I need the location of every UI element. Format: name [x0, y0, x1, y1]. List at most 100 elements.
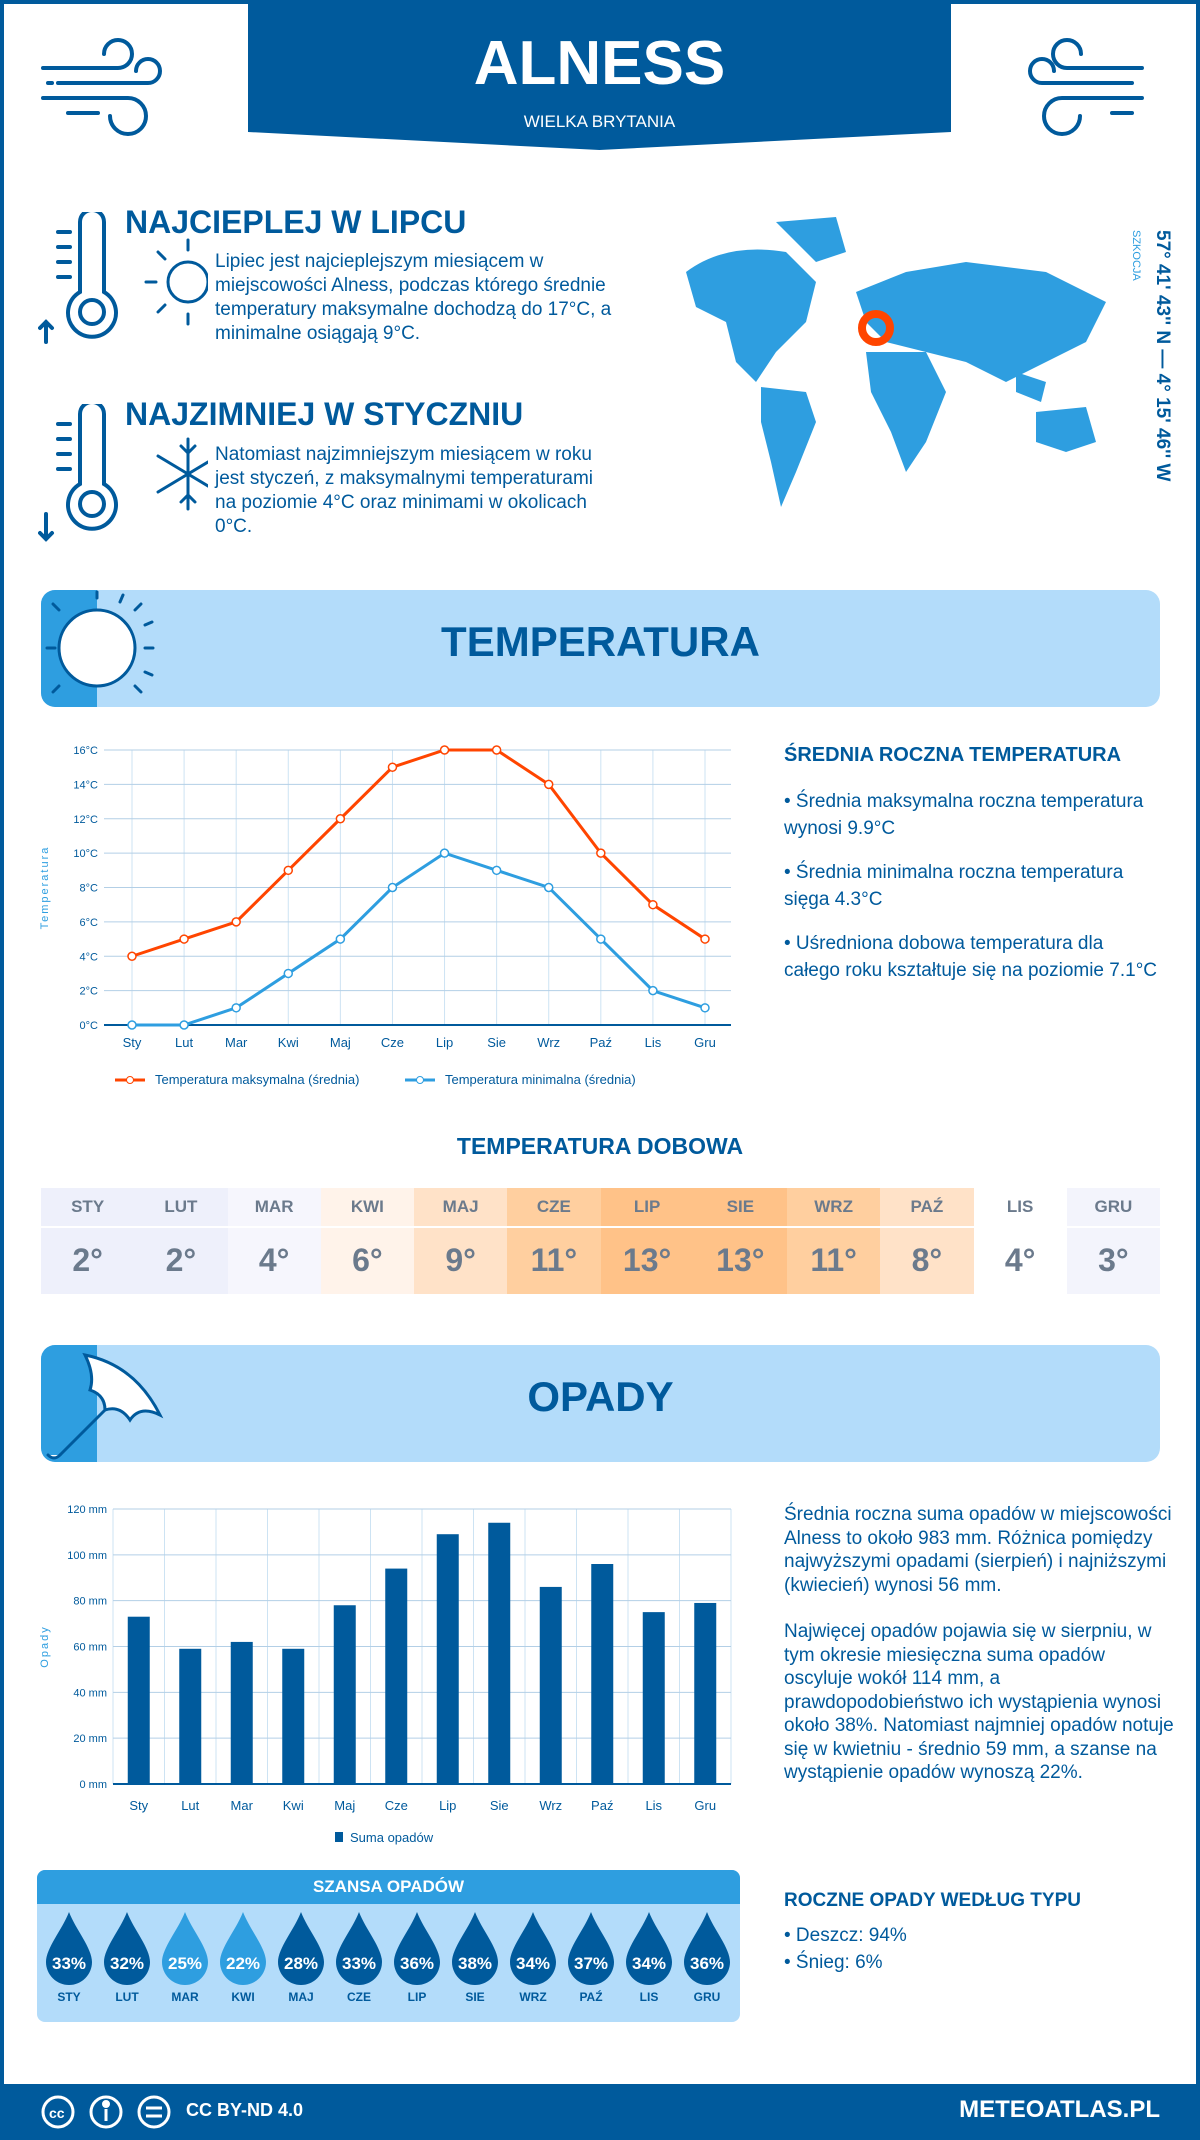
- raindrop-icon: [510, 1912, 556, 1985]
- x-tick-label: Gru: [694, 1798, 716, 1813]
- y-tick-label: 100 mm: [67, 1550, 107, 1562]
- month-label: WRZ: [519, 1990, 547, 2004]
- data-point: [439, 745, 450, 755]
- month-label: MAJ: [288, 1990, 314, 2004]
- month-label: STY: [71, 1197, 105, 1216]
- y-tick-label: 40 mm: [73, 1687, 107, 1699]
- y-tick-label: 120 mm: [67, 1504, 107, 1516]
- month-label: GRU: [1094, 1197, 1133, 1216]
- daily-temp-cell: LIP 13°: [600, 1188, 694, 1294]
- precip-chance-drop: 22% KWI: [214, 1910, 272, 2010]
- month-label: SIE: [726, 1197, 755, 1216]
- y-tick-label: 6°C: [80, 917, 99, 929]
- x-tick-label: Lis: [645, 1798, 662, 1813]
- temp-bullet-avg: • Uśredniona dobowa temperatura dla całe…: [784, 933, 1158, 981]
- data-point: [283, 968, 294, 979]
- bar: [385, 1568, 408, 1784]
- data-point: [127, 1020, 137, 1030]
- bar: [127, 1616, 150, 1784]
- month-label: SIE: [465, 1990, 485, 2004]
- precip-types-title: ROCZNE OPADY WEDŁUG TYPU: [784, 1890, 1081, 1911]
- city-title: ALNESS: [473, 29, 726, 98]
- y-tick-label: 14°C: [73, 779, 98, 791]
- data-point: [491, 745, 502, 755]
- legend-marker: [416, 1076, 424, 1084]
- bar: [436, 1534, 459, 1784]
- chance-value: 36%: [399, 1954, 435, 1973]
- warmest-text: Lipiec jest najcieplejszym miesiącem w m…: [215, 251, 612, 344]
- temp-value: 3°: [1066, 1226, 1160, 1294]
- month-label: LIP: [633, 1197, 661, 1216]
- precip-chance-panel: SZANSA OPADÓW 33% STY 32% LUT 25% MAR 22% KWI 28…: [37, 1870, 740, 2022]
- data-point: [387, 882, 398, 893]
- data-point: [648, 899, 658, 910]
- precip-type-rain: • Deszcz: 94%: [784, 1925, 907, 1946]
- wind-icon-right: [1028, 38, 1144, 136]
- data-point: [231, 1003, 241, 1013]
- precip-chance-drop: 34% WRZ: [504, 1910, 562, 2010]
- x-tick-label: Mar: [225, 1035, 248, 1050]
- month-label: LUT: [164, 1197, 198, 1216]
- raindrop-icon: [684, 1912, 730, 1985]
- coldest-text: Natomiast najzimniejszym miesiącem w rok…: [215, 444, 593, 537]
- bar: [539, 1586, 562, 1784]
- daily-temp-table: STY 2° LUT 2° MAR 4° KWI 6° MAJ 9° CZE 11° LIP 13° SIE…: [41, 1188, 1160, 1294]
- daily-temp-cell: KWI 6°: [320, 1188, 414, 1294]
- x-tick-label: Lip: [439, 1798, 456, 1813]
- bar: [282, 1648, 305, 1784]
- precip-types: • Deszcz: 94% • Śnieg: 6%: [784, 1922, 907, 1976]
- data-point: [700, 934, 710, 944]
- data-point: [700, 1003, 710, 1013]
- thermometer-cold-icon: [38, 404, 208, 542]
- chance-value: 34%: [631, 1954, 667, 1973]
- precip-title: OPADY: [527, 1373, 674, 1420]
- temperature-chart: Sty Lut Mar Kwi Maj Cze Lip Sie Wrz Paź Lis Gru 0°C 2…: [39, 745, 731, 1087]
- y-tick-label: 0 mm: [80, 1779, 108, 1791]
- site-link[interactable]: METEOATLAS.PL: [959, 2096, 1160, 2123]
- x-tick-label: Sty: [123, 1035, 142, 1050]
- precip-chance-drop: 32% LUT: [98, 1910, 156, 2010]
- precip-text-1: Średnia roczna suma opadów w miejscowośc…: [784, 1504, 1172, 1596]
- coordinates: 57° 41' 43'' N — 4° 15' 46'' W: [1152, 230, 1173, 482]
- precip-chance-drop: 33% STY: [40, 1910, 98, 2010]
- bar: [179, 1648, 202, 1784]
- data-point: [179, 1020, 189, 1030]
- x-tick-label: Sty: [129, 1798, 148, 1813]
- y-tick-label: 4°C: [80, 951, 99, 963]
- x-tick-label: Kwi: [278, 1035, 299, 1050]
- y-axis-label: Temperatura: [39, 846, 51, 930]
- thermometer-warm-icon: [38, 212, 208, 344]
- cc-icon: [41, 2095, 75, 2129]
- data-point: [283, 865, 294, 876]
- x-tick-label: Lut: [175, 1035, 193, 1050]
- x-tick-label: Paź: [591, 1798, 613, 1813]
- x-tick-label: Gru: [694, 1035, 716, 1050]
- license-text: CC BY-ND 4.0: [186, 2100, 304, 2120]
- bar: [333, 1605, 356, 1784]
- umbrella-rain-icon: [46, 1352, 164, 1460]
- x-tick-label: Cze: [381, 1035, 404, 1050]
- bar: [230, 1641, 253, 1784]
- daily-temp-cell: MAJ 9°: [414, 1188, 508, 1294]
- sun-icon: [45, 590, 155, 694]
- month-label: MAR: [254, 1197, 294, 1216]
- temp-value: 13°: [600, 1226, 694, 1294]
- bar: [694, 1602, 717, 1784]
- precip-chance-drop: 34% LIS: [620, 1910, 678, 2010]
- month-label: LUT: [115, 1990, 139, 2004]
- chance-value: 32%: [109, 1954, 145, 1973]
- month-label: LIP: [407, 1990, 427, 2004]
- attribution-icon: [89, 2095, 123, 2129]
- svg-text:cc: cc: [49, 2105, 65, 2121]
- x-tick-label: Sie: [487, 1035, 506, 1050]
- raindrop-icon: [162, 1912, 208, 1985]
- daily-temp-cell: LUT 2°: [134, 1188, 228, 1294]
- no-derivatives-icon: [137, 2095, 171, 2129]
- x-tick-label: Lis: [645, 1035, 662, 1050]
- license-icons: cc: [41, 2095, 171, 2129]
- y-tick-label: 80 mm: [73, 1596, 107, 1608]
- temp-value: 13°: [693, 1226, 787, 1294]
- temp-value: 2°: [134, 1226, 228, 1294]
- wind-icon-left: [41, 38, 162, 136]
- chance-value: 25%: [167, 1954, 203, 1973]
